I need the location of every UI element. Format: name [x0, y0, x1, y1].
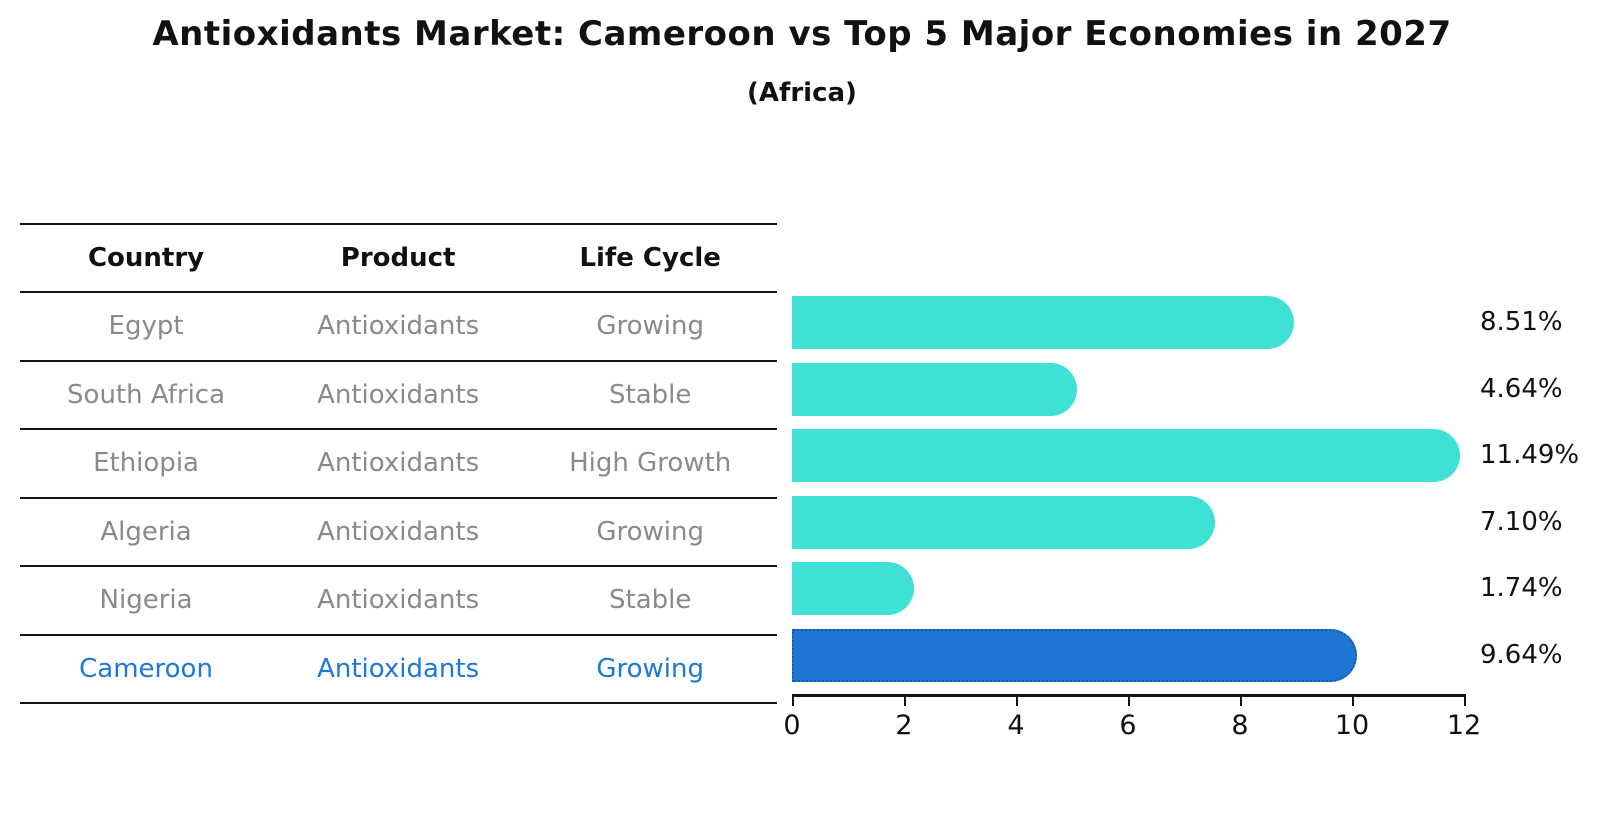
x-tick-mark [1016, 697, 1018, 706]
x-tick-label: 0 [783, 710, 801, 741]
table-row: Cameroon Antioxidants Growing [20, 636, 777, 704]
x-tick-mark [1352, 697, 1354, 706]
bar-chart-area [792, 289, 1464, 688]
x-axis-line [792, 694, 1466, 697]
chart-subtitle: (Africa) [747, 78, 857, 108]
x-tick-label: 2 [895, 710, 913, 741]
table-row: Ethiopia Antioxidants High Growth [20, 430, 777, 499]
x-tick-mark [1128, 697, 1130, 706]
header-product: Product [340, 243, 456, 273]
bar-row [792, 422, 1464, 489]
bar-row [792, 289, 1464, 356]
table-cell-life-cycle: Stable [609, 585, 692, 616]
header-life-cycle: Life Cycle [579, 243, 721, 273]
table-cell-product: Antioxidants [317, 448, 480, 479]
table-cell-country: Egypt [108, 311, 184, 342]
bar-row [792, 489, 1464, 556]
x-tick-label: 8 [1231, 710, 1249, 741]
table-cell-product: Antioxidants [317, 311, 480, 342]
x-tick-mark [1464, 697, 1466, 706]
bar [792, 296, 1294, 349]
bar-row [792, 622, 1464, 689]
table-row: Nigeria Antioxidants Stable [20, 567, 777, 636]
x-tick-label: 4 [1007, 710, 1025, 741]
table-cell-country: South Africa [67, 379, 226, 410]
value-label: 4.64% [1480, 373, 1563, 404]
table-row: Egypt Antioxidants Growing [20, 293, 777, 362]
x-tick-mark [1240, 697, 1242, 706]
table-cell-life-cycle: Growing [596, 653, 705, 684]
table-cell-product: Antioxidants [317, 653, 480, 684]
table-cell-life-cycle: High Growth [569, 448, 732, 479]
table-row: South Africa Antioxidants Stable [20, 362, 777, 430]
table-cell-country: Ethiopia [93, 448, 199, 479]
table-row: Algeria Antioxidants Growing [20, 499, 777, 567]
chart-title: Antioxidants Market: Cameroon vs Top 5 M… [152, 14, 1452, 54]
x-tick-label: 10 [1334, 710, 1370, 741]
table-header-row: Country Product Life Cycle [20, 223, 777, 293]
x-tick-label: 6 [1119, 710, 1137, 741]
value-label: 11.49% [1480, 440, 1580, 471]
table-cell-product: Antioxidants [317, 585, 480, 616]
table-cell-life-cycle: Growing [596, 516, 705, 547]
value-label: 8.51% [1480, 307, 1563, 338]
market-table-body: Egypt Antioxidants Growing South Africa Anti… [20, 293, 777, 704]
x-tick-mark [904, 697, 906, 706]
value-label: 9.64% [1480, 639, 1563, 670]
table-cell-country: Cameroon [79, 653, 213, 684]
bar-row [792, 555, 1464, 622]
x-axis: 0 2 4 6 8 10 12 [783, 694, 1481, 754]
table-cell-product: Antioxidants [317, 516, 480, 547]
table-cell-life-cycle: Growing [596, 311, 705, 342]
bar [792, 429, 1461, 482]
value-label-column: 8.51% 4.64% 11.49% 7.10% 1.74% 9.64% [1480, 289, 1600, 688]
bar [792, 562, 915, 615]
table-cell-country: Algeria [100, 516, 192, 547]
table-cell-life-cycle: Stable [609, 379, 692, 410]
table-cell-product: Antioxidants [317, 379, 480, 410]
bar [792, 495, 1215, 549]
x-tick-mark [792, 697, 794, 706]
market-table: Country Product Life Cycle Egypt Antioxid… [20, 223, 777, 704]
bar [792, 362, 1077, 416]
value-label: 7.10% [1480, 506, 1563, 537]
table-cell-country: Nigeria [99, 585, 193, 616]
bar-row [792, 356, 1464, 423]
bar-highlight [792, 628, 1357, 682]
x-tick-label: 12 [1446, 710, 1482, 741]
header-country: Country [87, 243, 205, 273]
value-label: 1.74% [1480, 573, 1563, 604]
